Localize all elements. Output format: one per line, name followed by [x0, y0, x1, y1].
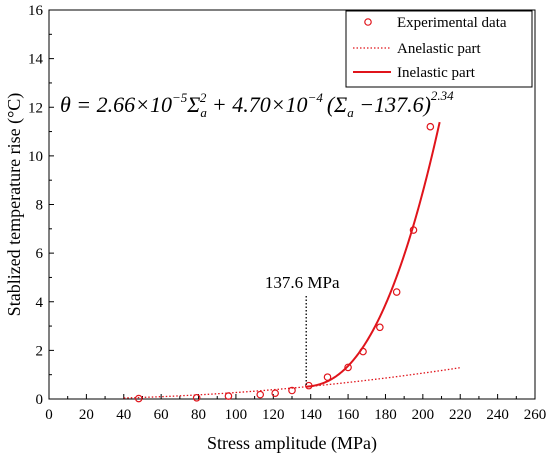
y-tick-label: 2 — [36, 343, 44, 359]
data-point — [192, 393, 201, 402]
equation-exp1: −5 — [172, 90, 188, 105]
equation-mid4: −137.6) — [354, 92, 431, 117]
legend: Experimental data Anelastic part Inelastic… — [345, 10, 533, 88]
y-tick-label: 10 — [28, 149, 43, 165]
equation-sub2: a — [347, 105, 354, 120]
y-tick-label: 6 — [36, 246, 44, 262]
x-tick-label: 160 — [337, 407, 360, 423]
legend-marker-circle — [364, 18, 372, 26]
legend-label: Inelastic part — [397, 65, 476, 81]
y-tick-label: 14 — [28, 52, 44, 68]
inelastic-curve — [306, 121, 441, 388]
equation-sup1: 2 — [200, 90, 207, 105]
curves — [123, 121, 461, 399]
x-tick-label: 20 — [79, 407, 94, 423]
data-point — [256, 390, 265, 399]
data-point — [426, 122, 435, 131]
x-tick-label: 140 — [299, 407, 322, 423]
y-tick-label: 0 — [36, 392, 44, 408]
legend-box — [345, 10, 533, 88]
data-point — [288, 386, 296, 395]
axis-ticks: 0 20 40 60 80 100 120 140 160 180 200 220 240 260 0 2 4 6… — [28, 3, 546, 423]
equation-mid2: + 4.70×10 — [206, 92, 307, 117]
x-tick-label: 80 — [191, 407, 206, 423]
x-tick-label: 0 — [45, 407, 53, 423]
equation-mid1: Σ — [186, 92, 200, 117]
anelastic-curve — [123, 367, 461, 399]
data-point — [323, 373, 332, 381]
equation-lhs: θ = 2.66×10 — [60, 92, 172, 117]
y-tick-label: 8 — [36, 198, 44, 214]
x-tick-label: 180 — [374, 407, 397, 423]
data-points — [134, 122, 435, 403]
y-tick-label: 4 — [36, 295, 44, 311]
data-point — [134, 394, 143, 403]
equation-sub1: a — [200, 105, 207, 120]
equation-sup2: 2.34 — [431, 88, 454, 103]
x-tick-label: 100 — [225, 407, 248, 423]
x-tick-label: 40 — [116, 407, 131, 423]
data-point — [392, 288, 401, 296]
x-tick-label: 260 — [524, 407, 547, 423]
y-tick-label: 12 — [28, 100, 43, 116]
data-point — [359, 347, 367, 356]
x-tick-label: 200 — [412, 407, 435, 423]
data-point — [344, 363, 352, 372]
x-axis-label: Stress amplitude (MPa) — [207, 433, 377, 454]
fit-equation: θ = 2.66×10−5Σa2 + 4.70×10−4 (Σa −137.6)2… — [60, 88, 454, 120]
x-tick-label: 240 — [486, 407, 509, 423]
equation-exp2: −4 — [308, 90, 324, 105]
equation-mid3: (Σ — [327, 92, 347, 117]
data-point — [409, 226, 418, 234]
legend-label: Anelastic part — [397, 41, 482, 57]
y-axis-label: Stablized temperature rise (°C) — [4, 93, 25, 317]
y-tick-label: 16 — [28, 3, 44, 19]
data-point — [376, 323, 384, 332]
legend-label: Experimental data — [397, 15, 507, 31]
data-point — [271, 389, 279, 397]
x-tick-label: 220 — [449, 407, 472, 423]
data-point — [224, 392, 233, 400]
x-tick-label: 60 — [154, 407, 169, 423]
data-point — [305, 381, 313, 390]
threshold-label: 137.6 MPa — [265, 273, 340, 292]
x-tick-label: 120 — [262, 407, 285, 423]
